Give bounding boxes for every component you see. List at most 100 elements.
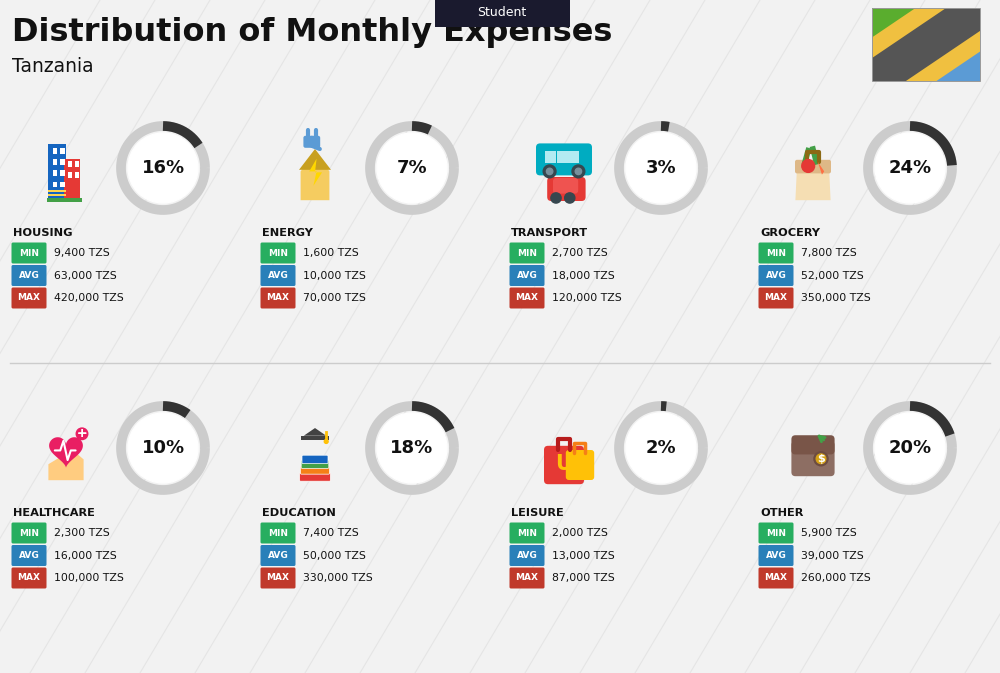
Text: 52,000 TZS: 52,000 TZS — [801, 271, 864, 281]
Text: 1,600 TZS: 1,600 TZS — [303, 248, 359, 258]
Circle shape — [324, 439, 328, 444]
Text: $: $ — [817, 454, 825, 464]
FancyBboxPatch shape — [12, 287, 46, 308]
Text: HOUSING: HOUSING — [13, 228, 72, 238]
Text: AVG: AVG — [517, 551, 537, 560]
Text: 24%: 24% — [888, 159, 932, 177]
FancyBboxPatch shape — [510, 242, 544, 264]
FancyBboxPatch shape — [759, 287, 794, 308]
Text: Tanzania: Tanzania — [12, 57, 94, 75]
Text: 18,000 TZS: 18,000 TZS — [552, 271, 615, 281]
Polygon shape — [872, 8, 980, 81]
FancyBboxPatch shape — [302, 455, 328, 464]
FancyBboxPatch shape — [300, 473, 330, 481]
FancyBboxPatch shape — [47, 198, 82, 202]
Text: 10%: 10% — [141, 439, 185, 457]
FancyBboxPatch shape — [260, 242, 295, 264]
FancyBboxPatch shape — [53, 182, 57, 187]
Polygon shape — [818, 162, 824, 174]
FancyBboxPatch shape — [759, 567, 794, 588]
Circle shape — [128, 133, 198, 203]
Text: MIN: MIN — [517, 528, 537, 538]
Text: MAX: MAX — [765, 293, 788, 302]
Text: TRANSPORT: TRANSPORT — [511, 228, 588, 238]
Text: AVG: AVG — [19, 271, 39, 280]
FancyBboxPatch shape — [60, 148, 65, 154]
FancyBboxPatch shape — [544, 446, 584, 484]
Polygon shape — [309, 159, 322, 186]
Text: 2,000 TZS: 2,000 TZS — [552, 528, 608, 538]
FancyBboxPatch shape — [53, 148, 57, 154]
Text: 5,900 TZS: 5,900 TZS — [801, 528, 857, 538]
Text: GROCERY: GROCERY — [760, 228, 820, 238]
Circle shape — [626, 133, 696, 203]
Polygon shape — [49, 437, 83, 468]
Text: 3%: 3% — [646, 159, 676, 177]
FancyBboxPatch shape — [568, 151, 579, 163]
FancyBboxPatch shape — [545, 151, 556, 163]
Text: Distribution of Monthly Expenses: Distribution of Monthly Expenses — [12, 17, 612, 48]
Circle shape — [802, 160, 815, 172]
FancyBboxPatch shape — [260, 545, 295, 566]
FancyBboxPatch shape — [759, 242, 794, 264]
FancyBboxPatch shape — [53, 160, 57, 165]
Text: 18%: 18% — [390, 439, 434, 457]
Polygon shape — [48, 450, 84, 481]
FancyBboxPatch shape — [48, 190, 66, 192]
FancyBboxPatch shape — [53, 170, 57, 176]
Circle shape — [565, 193, 575, 203]
Text: 13,000 TZS: 13,000 TZS — [552, 551, 615, 561]
FancyBboxPatch shape — [566, 450, 594, 480]
Circle shape — [575, 168, 582, 174]
Text: AVG: AVG — [766, 271, 786, 280]
FancyBboxPatch shape — [547, 177, 586, 201]
Text: MIN: MIN — [766, 248, 786, 258]
Text: MIN: MIN — [268, 528, 288, 538]
Polygon shape — [304, 428, 326, 435]
Circle shape — [128, 413, 198, 483]
Text: OTHER: OTHER — [760, 508, 803, 518]
Text: MIN: MIN — [19, 248, 39, 258]
Text: ENERGY: ENERGY — [262, 228, 313, 238]
Text: AVG: AVG — [268, 551, 288, 560]
Text: 100,000 TZS: 100,000 TZS — [54, 573, 124, 583]
FancyBboxPatch shape — [536, 143, 592, 176]
Polygon shape — [852, 0, 1000, 111]
Circle shape — [572, 165, 585, 178]
Polygon shape — [795, 167, 831, 200]
FancyBboxPatch shape — [75, 172, 79, 178]
Text: 20%: 20% — [888, 439, 932, 457]
Text: Student: Student — [477, 7, 527, 20]
FancyBboxPatch shape — [12, 545, 46, 566]
Text: EDUCATION: EDUCATION — [262, 508, 336, 518]
FancyBboxPatch shape — [791, 435, 835, 454]
Text: MAX: MAX — [266, 293, 290, 302]
Text: 260,000 TZS: 260,000 TZS — [801, 573, 871, 583]
FancyBboxPatch shape — [795, 160, 831, 174]
Text: MAX: MAX — [516, 293, 538, 302]
FancyBboxPatch shape — [510, 567, 544, 588]
Text: 87,000 TZS: 87,000 TZS — [552, 573, 615, 583]
Text: MAX: MAX — [266, 573, 290, 583]
FancyBboxPatch shape — [301, 460, 329, 468]
Text: AVG: AVG — [517, 271, 537, 280]
Text: AVG: AVG — [19, 551, 39, 560]
Text: +: + — [77, 427, 87, 440]
Text: 16,000 TZS: 16,000 TZS — [54, 551, 117, 561]
Text: 70,000 TZS: 70,000 TZS — [303, 293, 366, 303]
Text: 2,300 TZS: 2,300 TZS — [54, 528, 110, 538]
Text: 9,400 TZS: 9,400 TZS — [54, 248, 110, 258]
Circle shape — [875, 413, 945, 483]
FancyBboxPatch shape — [260, 567, 295, 588]
Text: 330,000 TZS: 330,000 TZS — [303, 573, 373, 583]
FancyBboxPatch shape — [68, 172, 72, 178]
Text: 2,700 TZS: 2,700 TZS — [552, 248, 608, 258]
Text: 50,000 TZS: 50,000 TZS — [303, 551, 366, 561]
Text: +: + — [77, 427, 87, 440]
Text: 39,000 TZS: 39,000 TZS — [801, 551, 864, 561]
FancyBboxPatch shape — [759, 545, 794, 566]
FancyBboxPatch shape — [791, 441, 835, 476]
Text: AVG: AVG — [268, 271, 288, 280]
Circle shape — [814, 452, 828, 466]
Text: 350,000 TZS: 350,000 TZS — [801, 293, 871, 303]
